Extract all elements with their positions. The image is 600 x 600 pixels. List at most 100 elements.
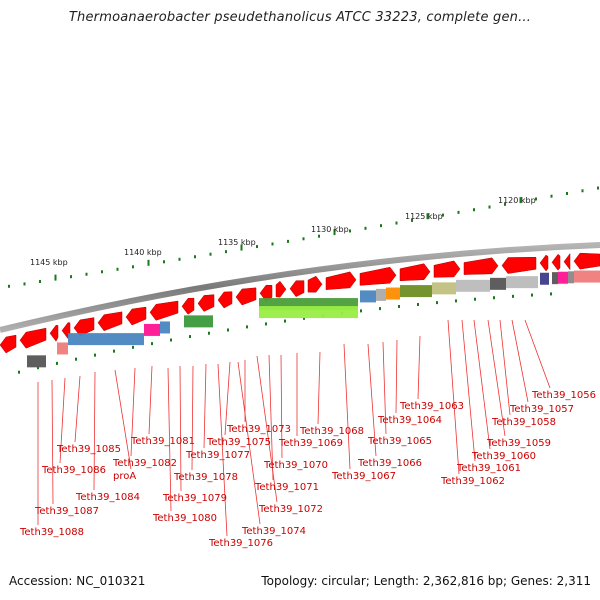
feature-block — [386, 287, 400, 300]
genome-map: 1145 kbp 1140 kbp 1135 kbp 1130 kbp 1125 kbp… — [0, 186, 600, 549]
feature-block — [540, 272, 549, 285]
gene-arrow — [197, 294, 215, 312]
gene-arrow — [0, 334, 17, 354]
gene-label: Teth39_1074 — [241, 526, 306, 537]
scale-tick — [364, 226, 367, 230]
gene-label: Teth39_1078 — [173, 472, 238, 483]
gene-label: Teth39_1079 — [162, 493, 227, 504]
gene-arrow — [49, 324, 59, 342]
gene-label: Teth39_1067 — [331, 471, 396, 482]
gene-arrow — [217, 291, 233, 309]
scale-tick — [85, 272, 88, 276]
scale-tick — [417, 302, 419, 306]
scale-tick — [284, 319, 286, 323]
scale-tick — [349, 229, 351, 233]
scale-tick — [240, 244, 243, 251]
scale-tick — [436, 301, 438, 305]
scale-tick — [550, 292, 552, 296]
map-title: Thermoanaerobacter pseudethanolicus ATCC… — [68, 10, 532, 25]
leader-line — [93, 371, 96, 491]
leader-line — [51, 379, 54, 505]
leader-line — [179, 365, 182, 492]
leader-line — [130, 367, 136, 457]
leader-line — [256, 355, 278, 503]
gene-label: Teth39_1060 — [471, 451, 536, 462]
gene-arrow — [433, 260, 461, 278]
leader-line — [280, 354, 283, 459]
scale-tick — [23, 282, 26, 286]
gene-label: Teth39_1071 — [254, 482, 319, 493]
scale-tick — [473, 208, 475, 212]
feature-block — [160, 321, 170, 334]
scale-tick — [94, 353, 96, 357]
feature-block — [259, 306, 358, 319]
feature-block — [506, 276, 538, 289]
scale-label: 1130 kbp — [311, 225, 349, 234]
gene-arrow — [181, 297, 195, 315]
scale-tick — [208, 331, 210, 335]
scale-tick — [256, 245, 258, 249]
scale-tick — [178, 257, 181, 261]
scale-label: 1120 kbp — [498, 196, 536, 205]
gene-label: Teth39_1066 — [357, 458, 422, 469]
scale-tick — [132, 265, 134, 269]
gene-label: Teth39_1088 — [19, 527, 84, 538]
feature-block — [27, 355, 46, 368]
leader-line — [203, 363, 207, 449]
gene-label: Teth39_1087 — [34, 506, 99, 517]
scale-label: 1140 kbp — [124, 248, 162, 257]
scale-tick — [380, 224, 382, 228]
scale-tick — [395, 221, 398, 225]
leader-line — [74, 375, 81, 443]
gene-label: Teth39_1080 — [152, 513, 217, 524]
scale-tick — [39, 280, 41, 284]
scale-tick — [318, 234, 320, 238]
gene-label: Teth39_1068 — [299, 426, 364, 437]
gene-label: Teth39_1057 — [509, 404, 574, 415]
leader-line — [217, 363, 228, 537]
gene-label: Teth39_1063 — [399, 401, 464, 412]
scale-tick — [455, 299, 457, 303]
gene-arrow — [501, 257, 537, 274]
gene-arrow — [359, 266, 397, 286]
gene-label: proA — [113, 471, 136, 482]
scale-tick — [333, 229, 336, 236]
gene-arrow — [307, 275, 323, 293]
leader-line — [367, 343, 377, 457]
leader-line — [473, 319, 491, 450]
gene-label: Teth39_1075 — [206, 437, 271, 448]
leader-line — [148, 365, 153, 435]
scale-tick — [411, 218, 413, 222]
leader-line — [268, 354, 274, 481]
scale-tick — [225, 250, 227, 254]
feature-block — [490, 277, 506, 290]
leader-line — [461, 319, 476, 462]
leader-line — [382, 341, 387, 435]
scale-tick — [163, 260, 165, 264]
gene-label: Teth39_1070 — [263, 460, 328, 471]
feature-block — [552, 272, 558, 285]
gene-arrow — [399, 263, 431, 282]
gene-label: Teth39_1058 — [491, 417, 556, 428]
scale-tick — [550, 194, 553, 198]
leader-line — [224, 361, 231, 436]
gene-label: Teth39_1072 — [258, 504, 323, 515]
scale-tick — [75, 357, 77, 361]
scale-label: 1145 kbp — [30, 258, 68, 267]
gene-arrow — [275, 280, 287, 298]
scale-tick — [379, 307, 381, 311]
leader-line — [395, 339, 398, 414]
gene-label: Teth39_1056 — [531, 390, 596, 401]
scale-label: 1125 kbp — [405, 212, 443, 221]
scale-tick — [113, 349, 115, 353]
leader-line — [487, 319, 506, 437]
leader-line — [167, 367, 172, 512]
scale-tick — [227, 328, 229, 332]
gene-arrow — [149, 300, 179, 321]
gene-label: Teth39_1065 — [367, 436, 432, 447]
leader-line — [499, 319, 511, 416]
leader-line — [511, 319, 529, 403]
feature-block — [184, 315, 213, 328]
feature-block — [68, 333, 144, 346]
scale-tick — [360, 309, 362, 313]
